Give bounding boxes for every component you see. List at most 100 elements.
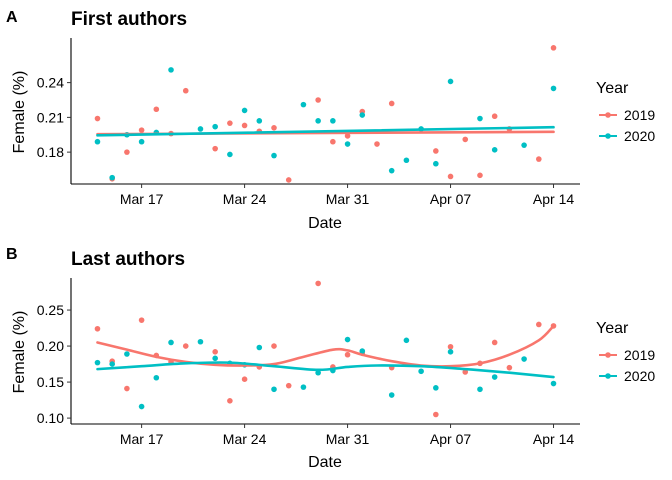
data-point xyxy=(477,115,483,122)
y-tick-label: 0.15 xyxy=(37,374,64,390)
data-point xyxy=(300,101,307,108)
series-points-2019 xyxy=(94,45,557,183)
data-point xyxy=(285,382,292,389)
data-point xyxy=(182,343,189,349)
x-tick-label: Apr 14 xyxy=(533,431,574,447)
x-tick-label: Mar 24 xyxy=(223,191,267,207)
data-point xyxy=(447,78,454,85)
data-point xyxy=(197,126,204,132)
data-point xyxy=(330,138,336,145)
legend-label: 2020 xyxy=(624,128,655,144)
data-point xyxy=(447,349,454,355)
data-point xyxy=(388,392,395,398)
data-point xyxy=(285,177,292,183)
data-point xyxy=(315,280,321,287)
data-point xyxy=(94,138,101,145)
trend-line-2020 xyxy=(96,125,555,137)
x-tick-label: Apr 07 xyxy=(430,431,471,447)
data-point xyxy=(94,359,101,366)
data-point xyxy=(241,376,248,383)
data-point xyxy=(433,160,439,167)
data-point xyxy=(138,127,145,133)
data-point xyxy=(138,138,145,145)
data-point xyxy=(256,118,263,124)
data-point xyxy=(315,369,321,376)
panel-tag: A xyxy=(6,9,18,26)
y-tick-label: 0.24 xyxy=(37,75,64,91)
x-tick-label: Mar 31 xyxy=(326,431,370,447)
data-point xyxy=(315,118,321,124)
data-point xyxy=(521,356,527,362)
data-point xyxy=(124,149,130,155)
chart-title: First authors xyxy=(71,9,187,30)
data-point xyxy=(212,355,218,362)
legend: Year 2019 2020 xyxy=(596,320,655,384)
x-tick-label: Mar 24 xyxy=(223,431,267,447)
data-point xyxy=(403,337,410,344)
trend-line-2019 xyxy=(96,324,555,368)
legend-item-2020: 2020 xyxy=(599,128,655,144)
data-point xyxy=(403,157,410,164)
data-point xyxy=(315,97,321,103)
data-point xyxy=(462,136,469,143)
legend-item-2019: 2019 xyxy=(599,347,655,363)
y-axis-title: Female (%) xyxy=(11,311,28,394)
data-point xyxy=(124,385,130,392)
data-point xyxy=(359,348,366,354)
data-point xyxy=(506,364,513,371)
panel-a: A First authors Date Female (%) 0.18 0.21… xyxy=(6,9,655,232)
data-point xyxy=(550,85,557,92)
series-points-2020 xyxy=(94,336,557,410)
data-point xyxy=(477,386,483,393)
legend-item-2019: 2019 xyxy=(599,107,655,123)
y-axis-title: Female (%) xyxy=(11,71,28,154)
series-points-2020 xyxy=(94,67,557,181)
data-point xyxy=(138,403,145,410)
data-point xyxy=(388,100,395,107)
plot-area: 0.10 0.15 0.20 0.25 Mar 17 Mar 24 Mar 31 Apr 07… xyxy=(37,278,580,447)
panel-tag: B xyxy=(6,246,18,263)
legend-label: 2019 xyxy=(624,347,655,363)
legend-title: Year xyxy=(596,320,629,337)
data-point xyxy=(153,374,160,381)
y-tick-label: 0.10 xyxy=(37,410,64,426)
panel-b: B Last authors Date Female (%) 0.100.150… xyxy=(6,246,655,471)
data-point xyxy=(256,344,263,351)
data-point xyxy=(550,45,557,51)
data-point xyxy=(462,369,469,375)
x-axis-title: Date xyxy=(308,215,342,232)
data-point xyxy=(491,374,498,380)
plot-area: 0.18 0.21 0.24 Mar 17 Mar 24 Mar 31 Apr 07 Apr … xyxy=(37,38,580,207)
data-point xyxy=(241,107,248,114)
legend: Year 2019 2020 xyxy=(596,80,655,144)
y-tick-label: 0.20 xyxy=(37,338,64,354)
data-point xyxy=(94,325,101,332)
data-point xyxy=(344,336,351,343)
x-tick-label: Apr 07 xyxy=(430,191,471,207)
data-point xyxy=(109,361,115,367)
data-point xyxy=(94,115,101,122)
legend-key-point xyxy=(605,112,611,118)
x-tick-label: Mar 17 xyxy=(120,431,164,447)
chart-title: Last authors xyxy=(71,249,185,270)
data-point xyxy=(433,148,439,154)
data-point xyxy=(138,317,145,323)
legend-key-point xyxy=(605,133,611,139)
data-point xyxy=(491,147,498,153)
y-tick-label: 0.21 xyxy=(37,109,64,125)
data-point xyxy=(227,151,233,158)
legend-key-point xyxy=(605,373,611,379)
data-point xyxy=(330,118,336,124)
data-point xyxy=(550,380,557,387)
data-point xyxy=(212,123,218,130)
data-point xyxy=(168,67,174,73)
data-point xyxy=(168,339,174,346)
data-point xyxy=(124,351,130,357)
legend-label: 2019 xyxy=(624,107,655,123)
data-point xyxy=(153,106,160,113)
data-point xyxy=(433,385,439,391)
data-point xyxy=(388,167,395,174)
data-point xyxy=(344,141,351,147)
data-point xyxy=(536,321,542,328)
